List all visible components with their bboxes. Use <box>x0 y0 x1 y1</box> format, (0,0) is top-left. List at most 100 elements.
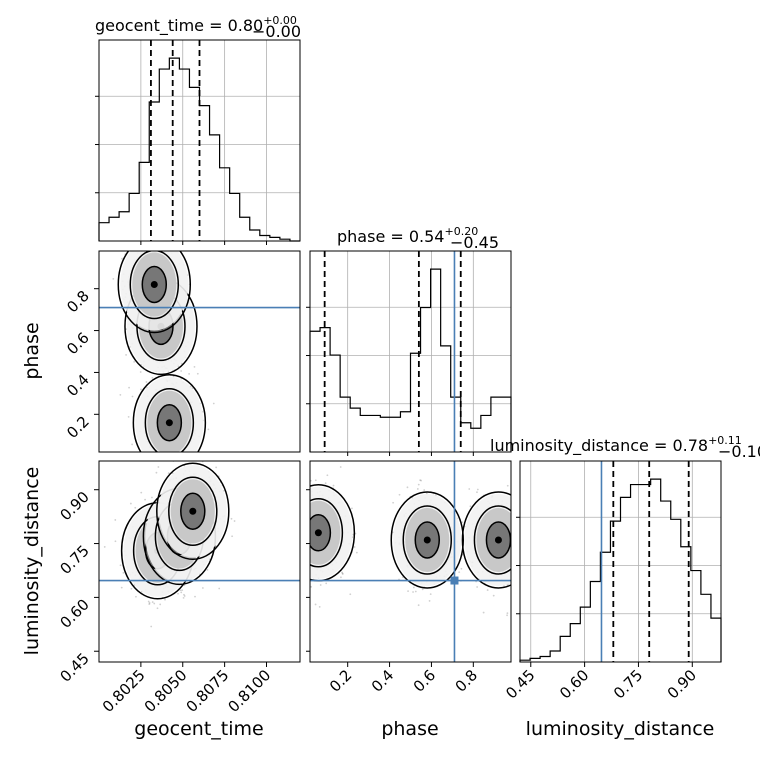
scatter-point <box>419 479 422 482</box>
scatter-point <box>296 536 298 538</box>
scatter-point <box>169 456 171 458</box>
scatter-point <box>134 248 136 250</box>
scatter-point <box>512 593 514 595</box>
xtick-label-phase-0: 0.2 <box>326 666 356 696</box>
contour-inner-2 <box>180 492 206 530</box>
contour-mid-1 <box>144 387 195 452</box>
scatter-point <box>159 603 162 606</box>
scatter-point <box>416 488 419 490</box>
scatter-point <box>140 388 142 391</box>
scatter-point <box>167 231 169 233</box>
scatter-point <box>151 601 154 603</box>
scatter-point <box>302 507 304 509</box>
frame-luminosity_distance <box>519 460 722 663</box>
contour-inner-0 <box>414 521 440 559</box>
scatter-point <box>165 228 167 230</box>
scatter-point <box>146 456 148 458</box>
scatter-point <box>136 247 138 249</box>
xlabel-phase: phase <box>381 718 438 740</box>
scatter-point <box>302 502 304 504</box>
scatter-point <box>303 552 305 554</box>
scatter-point <box>179 589 182 592</box>
scatter-point <box>133 360 136 363</box>
scatter-point <box>270 481 272 483</box>
scatter-point <box>307 515 309 517</box>
scatter-point <box>149 466 151 468</box>
scatter-point <box>305 527 307 529</box>
scatter-point <box>114 519 117 521</box>
scatter-point <box>476 491 478 494</box>
scatter-point <box>314 479 317 482</box>
scatter-point <box>233 520 236 522</box>
scatter-point <box>292 500 294 502</box>
scatter-point <box>532 518 534 520</box>
scatter-point <box>302 552 304 554</box>
scatter-point <box>341 572 344 575</box>
scatter-point <box>340 576 342 579</box>
scatter-point <box>306 533 308 535</box>
scatter-point <box>517 559 519 561</box>
scatter-point <box>131 395 134 398</box>
scatter-point <box>516 546 518 548</box>
scatter-point <box>492 594 495 597</box>
scatter-point <box>526 555 528 557</box>
scatter-point <box>156 242 158 244</box>
scatter-point <box>301 562 303 564</box>
scatter-point <box>208 558 211 561</box>
contour-peak-0 <box>423 536 431 544</box>
scatter-point <box>291 516 293 518</box>
scatter-point <box>341 571 343 574</box>
scatter-point <box>157 454 159 456</box>
scatter-point <box>159 247 161 249</box>
scatter-point <box>174 248 176 250</box>
scatter-point <box>470 453 472 455</box>
scatter-point <box>303 555 305 557</box>
scatter-point <box>512 537 514 539</box>
scatter-point <box>332 484 335 487</box>
scatter-point <box>230 517 233 520</box>
scatter-point <box>515 528 517 530</box>
title-luminosity-distance-minus: −0.10 <box>718 442 760 461</box>
contour-outer-2 <box>117 251 192 334</box>
xtick-label-geocent_time-1: 0.8050 <box>141 666 191 716</box>
scatter-point <box>518 558 520 560</box>
title-geocent-time: geocent_time = 0.80+0.00 <box>95 14 297 36</box>
scatter-point <box>518 562 520 564</box>
scatter-point <box>293 501 295 503</box>
title-phase: phase = 0.54+0.20 <box>337 225 478 246</box>
scatter-point <box>531 537 533 539</box>
scatter-point <box>515 556 517 558</box>
scatter-point <box>325 582 328 585</box>
ytick-label-luminosity_distance-3: 0.90 <box>56 488 92 524</box>
scatter-point <box>153 602 156 605</box>
scatter-point <box>120 586 123 589</box>
contour-inner-2 <box>141 265 168 304</box>
scatter-point <box>183 593 185 596</box>
scatter-point <box>303 571 305 573</box>
scatter-point <box>513 555 515 557</box>
scatter-point <box>537 549 539 551</box>
joint-clip-geocent_time-luminosity_distance <box>99 456 300 628</box>
scatter-point <box>521 545 523 547</box>
scatter-point <box>173 246 175 248</box>
scatter-point <box>398 493 401 496</box>
scatter-point <box>305 554 307 556</box>
scatter-point <box>181 589 184 592</box>
scatter-point <box>461 521 464 524</box>
scatter-point <box>512 525 514 527</box>
scatter-point <box>128 386 130 389</box>
scatter-point <box>520 554 522 556</box>
scatter-point <box>468 488 471 490</box>
contour-inner-1 <box>156 403 183 442</box>
scatter-point <box>517 526 519 528</box>
scatter-point <box>306 524 308 526</box>
ytick-label-phase-0: 0.2 <box>63 412 93 442</box>
scatter-point <box>181 462 183 464</box>
frame-geocent_time-phase <box>98 250 301 453</box>
scatter-point <box>292 528 294 530</box>
scatter-point <box>167 472 170 475</box>
scatter-point <box>130 587 133 590</box>
contour-peak-1 <box>165 419 173 427</box>
scatter-point <box>179 459 181 461</box>
scatter-point <box>518 504 520 506</box>
